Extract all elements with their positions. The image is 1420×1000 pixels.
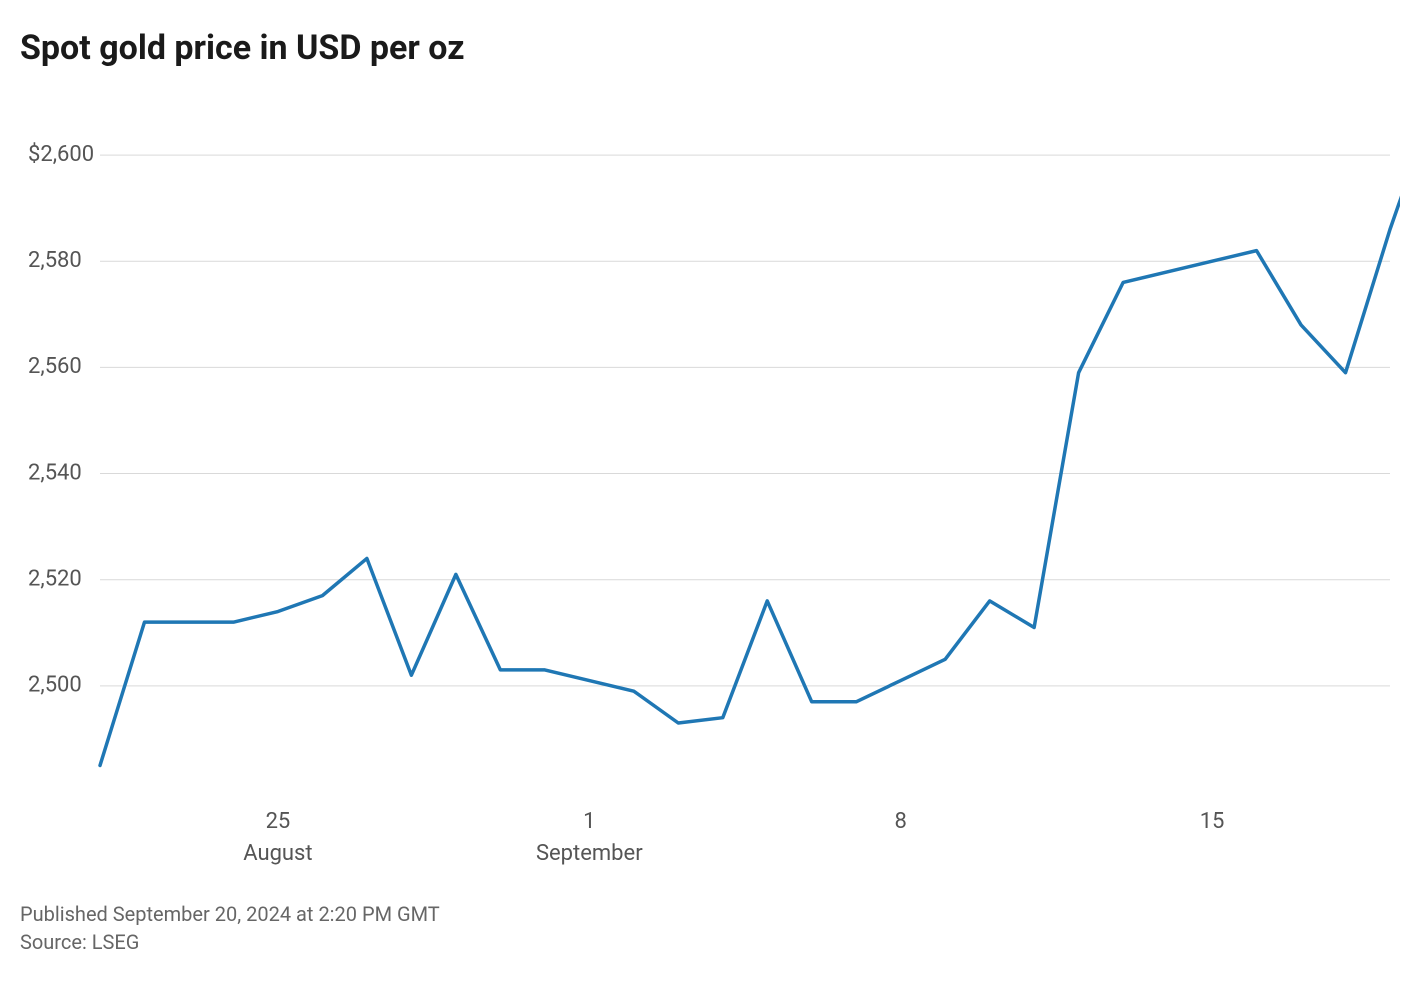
x-tick-sublabel: August [243, 841, 312, 866]
x-tick-label: 1 [583, 809, 595, 834]
y-tick-label: 2,520 [28, 567, 82, 592]
x-tick-label: 25 [266, 809, 291, 834]
y-tick-label: 2,540 [28, 460, 82, 485]
source-line: Source: LSEG [20, 928, 1400, 956]
chart-title: Spot gold price in USD per oz [20, 28, 1400, 68]
price-line [100, 102, 1400, 765]
y-tick-label: 2,560 [28, 354, 82, 379]
chart-plot-wrap: $2,600 2,580 2,560 2,540 2,520 2,500 25 August 1… [20, 72, 1400, 892]
x-tick-sublabel: September [536, 841, 643, 866]
published-line: Published September 20, 2024 at 2:20 PM … [20, 900, 1400, 928]
y-tick-label: 2,500 [28, 673, 82, 698]
y-tick-label: 2,580 [28, 248, 82, 273]
x-tick-label: 8 [895, 809, 907, 834]
chart-container: Spot gold price in USD per oz $2,600 2,58… [0, 0, 1420, 1000]
y-tick-label: $2,600 [28, 142, 94, 167]
chart-svg: $2,600 2,580 2,560 2,540 2,520 2,500 25 August 1… [20, 72, 1400, 892]
x-tick-label: 15 [1200, 809, 1225, 834]
chart-footer: Published September 20, 2024 at 2:20 PM … [20, 900, 1400, 956]
